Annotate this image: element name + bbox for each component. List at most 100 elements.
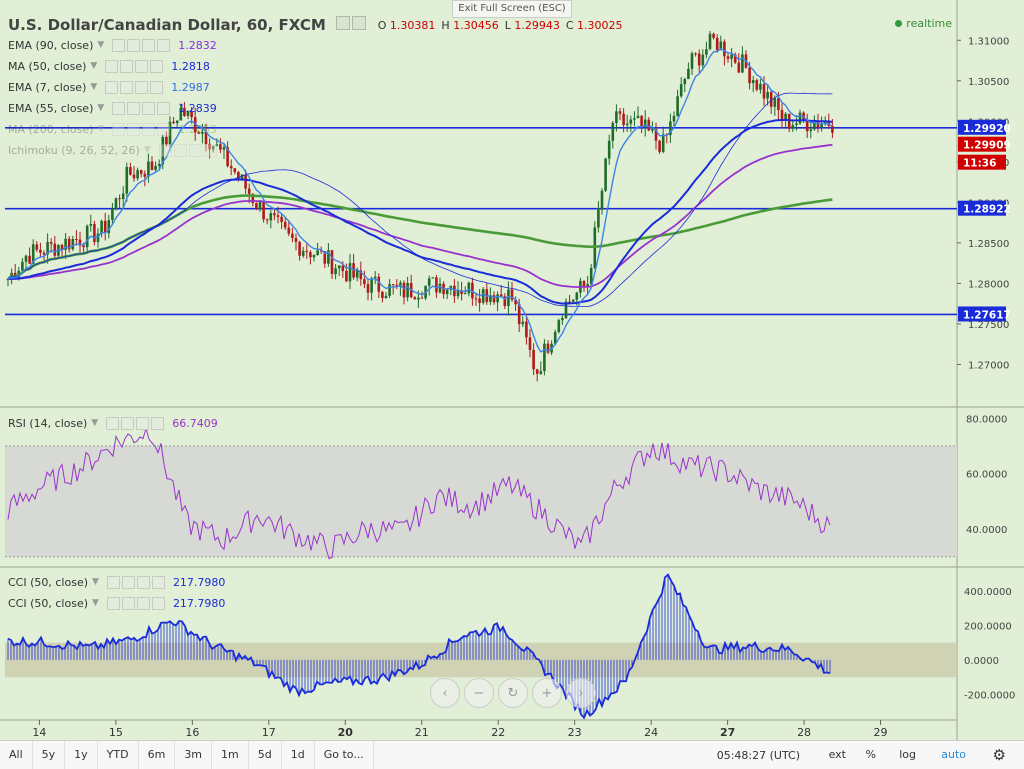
range-button[interactable]: 6m [139,741,176,769]
range-button[interactable]: 1d [282,741,315,769]
gear-icon[interactable]: ⚙ [992,746,1006,764]
symbol-title[interactable]: U.S. Dollar/Canadian Dollar, 60, FXCM [8,16,326,34]
plus-icon[interactable] [142,122,156,136]
range-button[interactable]: 5y [33,741,66,769]
ohlc-key: C [565,18,578,32]
candle-body [165,136,168,145]
price-label-text: 1.27617 [963,309,1011,321]
ohlc-value: 1.30381 [389,18,436,32]
legend-label[interactable]: CCI (50, close) [8,575,89,589]
chevron-down-icon[interactable]: ▼ [143,145,151,155]
legend-label[interactable]: EMA (55, close) [8,101,94,115]
candle-body [478,298,481,303]
legend-label[interactable]: MA (200, close) [8,122,94,136]
zoom-out-icon[interactable]: − [464,678,494,708]
zoom-in-icon[interactable]: + [532,678,562,708]
candle-body [103,220,107,234]
settings-icon[interactable] [121,416,135,430]
reset-icon[interactable]: ↻ [498,678,528,708]
close-icon[interactable] [150,59,164,73]
eye-icon[interactable] [112,101,126,115]
time-tick-label: 20 [338,726,354,739]
range-button[interactable]: 1m [212,741,249,769]
plus-icon[interactable] [142,101,156,115]
chevron-down-icon[interactable]: ▼ [92,598,99,608]
candle-body [330,250,334,275]
time-tick-label: 14 [32,726,46,739]
plus-icon[interactable] [136,596,150,610]
candle-body [517,304,521,325]
range-button[interactable]: Go to... [315,741,374,769]
chevron-down-icon[interactable]: ▼ [97,103,105,113]
eye-icon[interactable] [105,80,119,94]
range-button[interactable]: All [0,741,33,769]
settings-icon[interactable] [120,59,134,73]
chevron-right-icon[interactable]: › [566,678,596,708]
plus-icon[interactable] [136,575,150,589]
close-icon[interactable] [157,122,171,136]
range-button[interactable]: YTD [98,741,139,769]
legend-label[interactable]: EMA (90, close) [8,38,94,52]
percent-toggle[interactable]: % [865,748,876,761]
eye-icon[interactable] [105,59,119,73]
chevron-left-icon[interactable]: ‹ [430,678,460,708]
price-tick-label: 1.28500 [968,239,1009,250]
eye-icon[interactable] [112,122,126,136]
settings-icon[interactable] [121,596,135,610]
eye-icon[interactable] [112,38,126,52]
legend-label[interactable]: RSI (14, close) [8,416,88,430]
close-icon[interactable] [150,80,164,94]
cci-band [5,642,957,678]
settings-icon[interactable] [121,575,135,589]
exit-full-screen-button[interactable]: Exit Full Screen (ESC) [452,0,572,18]
range-button[interactable]: 5d [249,741,282,769]
candle-body [219,144,222,150]
ext-toggle[interactable]: ext [828,748,846,761]
eye-icon[interactable] [106,596,120,610]
log-toggle[interactable]: log [899,748,916,761]
settings-icon[interactable] [173,143,187,157]
chevron-down-icon[interactable]: ▼ [91,418,99,428]
candle-body [514,299,517,305]
plus-icon[interactable] [136,416,150,430]
eye-icon[interactable] [158,143,172,157]
legend-label[interactable]: Ichimoku (9, 26, 52, 26) [8,143,140,157]
close-icon[interactable] [157,38,171,52]
candle-body [21,261,24,271]
settings-icon[interactable] [351,16,366,30]
settings-icon[interactable] [127,38,141,52]
eye-icon[interactable] [335,16,350,30]
range-button[interactable]: 3m [175,741,213,769]
close-icon[interactable] [151,596,165,610]
settings-icon[interactable] [127,122,141,136]
settings-icon[interactable] [127,101,141,115]
chevron-down-icon[interactable]: ▼ [97,40,105,50]
settings-icon[interactable] [120,80,134,94]
eye-icon[interactable] [106,416,120,430]
chevron-down-icon[interactable]: ▼ [92,577,99,587]
plus-icon[interactable] [188,143,202,157]
chevron-down-icon[interactable]: ▼ [90,61,98,71]
close-icon[interactable] [203,143,217,157]
candle-body [661,134,665,152]
time-tick-label: 23 [568,726,582,739]
candle-body [600,190,604,210]
range-button[interactable]: 1y [65,741,98,769]
eye-icon[interactable] [106,575,120,589]
candle-body [125,167,129,194]
candle-body [690,53,694,69]
close-icon[interactable] [151,575,165,589]
legend-label[interactable]: MA (50, close) [8,59,87,73]
chevron-down-icon[interactable]: ▼ [90,82,98,92]
plus-icon[interactable] [142,38,156,52]
clock[interactable]: 05:48:27 (UTC) [716,748,800,762]
close-icon[interactable] [151,416,165,430]
auto-toggle[interactable]: auto [941,748,966,761]
legend-label[interactable]: EMA (7, close) [8,80,87,94]
plus-icon[interactable] [135,59,149,73]
legend-label[interactable]: CCI (50, close) [8,596,89,610]
close-icon[interactable] [157,101,171,115]
chevron-down-icon[interactable]: ▼ [97,124,105,134]
plus-icon[interactable] [135,80,149,94]
